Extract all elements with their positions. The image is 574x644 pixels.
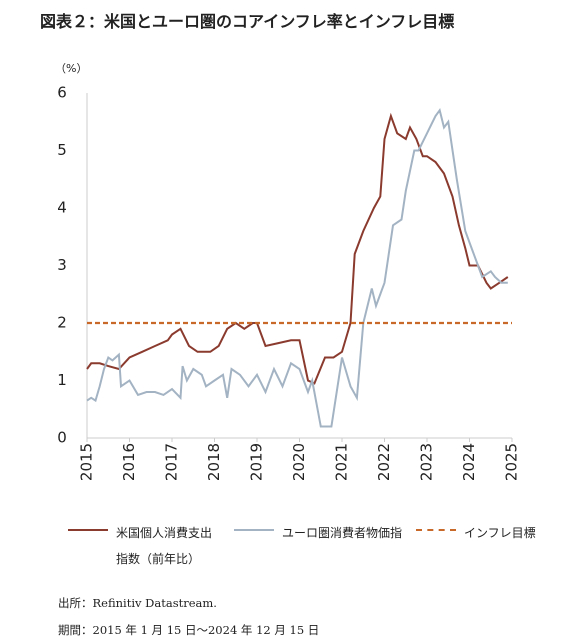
legend-item: インフレ目標 <box>416 520 536 572</box>
x-tick-label: 2019 <box>248 443 266 481</box>
x-tick-label: 2025 <box>503 443 521 481</box>
legend-swatch <box>416 529 457 531</box>
y-tick-label: 5 <box>57 141 67 159</box>
x-tick-label: 2022 <box>375 443 393 481</box>
y-tick-label: 4 <box>57 199 67 217</box>
legend-label: 米国個人消費支出指数（前年比） <box>116 526 213 566</box>
legend-label: ユーロ圏消費者物価指 <box>282 526 403 540</box>
y-tick-label: 3 <box>57 256 67 274</box>
x-tick-label: 2024 <box>460 443 478 481</box>
y-tick-label: 0 <box>57 429 67 447</box>
legend-item: ユーロ圏消費者物価指 <box>234 520 402 572</box>
legend-swatch <box>234 529 274 531</box>
x-tick-label: 2017 <box>163 443 181 481</box>
x-tick-label: 2015 <box>78 443 96 481</box>
y-tick-label: 6 <box>57 84 67 102</box>
y-tick-label: 1 <box>57 371 67 389</box>
legend-label: インフレ目標 <box>464 526 536 540</box>
source: 出所：Refinitiv Datastream. <box>58 596 217 610</box>
y-unit: （%） <box>55 62 87 75</box>
x-tick-label: 2021 <box>333 443 351 481</box>
series-line <box>86 112 509 385</box>
legend-swatch <box>68 529 108 531</box>
x-tick-label: 2020 <box>290 443 308 481</box>
x-tick-label: 2023 <box>418 443 436 481</box>
y-tick-label: 2 <box>57 314 67 332</box>
period: 期間：2015 年 1 月 15 日～2024 年 12 月 15 日 <box>58 623 320 637</box>
legend: 米国個人消費支出指数（前年比） ユーロ圏消費者物価指 インフレ目標 <box>68 520 550 572</box>
x-tick-label: 2016 <box>120 443 138 481</box>
series-line <box>86 107 508 428</box>
x-tick-label: 2018 <box>205 443 223 481</box>
legend-item: 米国個人消費支出指数（前年比） <box>68 520 220 572</box>
chart-title: 図表２：米国とユーロ圏のコアインフレ率とインフレ目標 <box>40 12 455 31</box>
chart: （%） 0 1 2 3 4 5 6 2015 2016 2017 2018 2019 2020 2021 2… <box>55 62 521 481</box>
